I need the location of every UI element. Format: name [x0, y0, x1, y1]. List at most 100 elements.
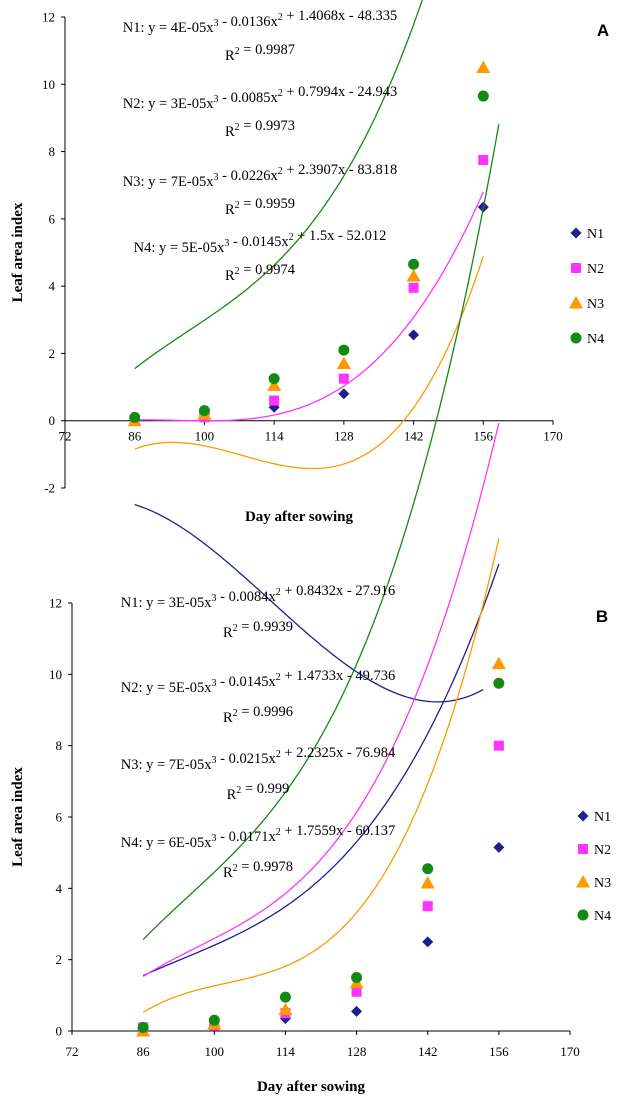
x-tick-label: 170 [543, 429, 563, 444]
data-point-n3 [278, 1002, 293, 1016]
x-tick-label: 114 [276, 1044, 296, 1059]
data-point-n3 [476, 60, 491, 73]
r-squared-n2: R2 = 0.9973 [225, 118, 295, 140]
x-tick-label: 100 [205, 1044, 225, 1059]
legend-marker-n1 [570, 227, 582, 239]
data-point-n2 [478, 154, 489, 165]
legend-marker-n1 [577, 810, 589, 822]
y-tick-label: 10 [49, 667, 62, 682]
data-point-n4 [351, 972, 363, 983]
legend-label-n2: N2 [587, 262, 604, 277]
data-point-n2 [493, 740, 504, 751]
y-tick-label: 2 [49, 346, 56, 361]
legend-label-n3: N3 [587, 297, 604, 312]
legend: N1 N2 N3 N4 [569, 227, 604, 347]
trendline-n4 [142, 124, 500, 941]
trendline-n1 [134, 503, 484, 703]
legend-marker-n3 [576, 875, 590, 888]
x-axis-title: Day after sowing [245, 509, 354, 525]
y-axis-title: Leaf area index [10, 767, 26, 867]
data-point-n1 [338, 388, 350, 400]
data-point-n2 [422, 901, 433, 912]
data-point-n4 [208, 1014, 220, 1026]
x-tick-label: 142 [404, 429, 424, 444]
y-tick-label: 8 [49, 144, 56, 159]
x-tick-label: 142 [418, 1044, 438, 1059]
legend-label-n1: N1 [587, 227, 604, 242]
y-tick-label: 6 [49, 211, 56, 226]
y-tick-label: 4 [56, 881, 63, 896]
legend: N1 N2 N3 N4 [576, 810, 611, 924]
legend-marker-n3 [569, 296, 583, 309]
y-tick-label: 0 [56, 1024, 63, 1039]
y-tick-label: 12 [49, 596, 62, 611]
data-point-n4 [279, 991, 291, 1003]
data-point-n4 [422, 863, 434, 875]
data-point-n4 [493, 677, 505, 689]
r-squared-n2: R2 = 0.9996 [223, 704, 293, 726]
chart-panel-a: -2 0 2 4 6 8 10 12 72 86 100 114 128 142 156 170 Day aft… [10, 0, 609, 703]
r-squared-n4: R2 = 0.9978 [223, 859, 293, 881]
x-tick-label: 100 [195, 429, 215, 444]
equation-n3: N3: y = 7E-05x3 - 0.0215x2 + 2.2325x - 7… [121, 745, 396, 773]
x-tick-label: 72 [59, 429, 72, 444]
data-point-n3 [406, 269, 421, 282]
r-squared-n3: R2 = 0.999 [227, 781, 290, 803]
trendline-n2 [142, 422, 500, 978]
y-tick-label: 4 [49, 279, 56, 294]
trendline-n4 [134, 0, 423, 370]
y-tick-label: 12 [42, 10, 55, 25]
data-point-n3 [491, 656, 506, 670]
trendline-n3 [134, 256, 484, 470]
y-tick-label: 0 [49, 413, 56, 428]
x-tick-label: 86 [137, 1044, 151, 1059]
data-point-n2 [338, 373, 349, 384]
y-tick-label: 8 [56, 738, 63, 753]
legend-marker-n4 [570, 332, 582, 344]
x-tick-label: 156 [489, 1044, 509, 1059]
legend-label-n3: N3 [594, 876, 611, 891]
y-tick-label: 2 [56, 952, 63, 967]
panel-label: B [596, 607, 608, 626]
data-point-n4 [477, 90, 489, 102]
data-point-n1 [351, 1005, 363, 1017]
legend-label-n4: N4 [587, 332, 604, 347]
data-point-n1 [408, 329, 420, 341]
x-tick-label: 114 [265, 429, 285, 444]
x-tick-label: 86 [128, 429, 142, 444]
y-tick-label: -2 [44, 481, 55, 496]
x-tick-label: 72 [66, 1044, 79, 1059]
r-squared-n1: R2 = 0.9987 [225, 42, 295, 64]
data-point-n1 [493, 841, 505, 853]
data-point-n4 [129, 411, 141, 423]
legend-label-n2: N2 [594, 843, 611, 858]
data-point-n3 [420, 875, 435, 889]
y-tick-label: 6 [56, 810, 63, 825]
y-axis-title: Leaf area index [10, 202, 26, 302]
legend-marker-n2 [578, 844, 588, 854]
panel-label: A [597, 21, 609, 40]
data-point-n3 [267, 378, 282, 391]
equation-n3: N3: y = 7E-05x3 - 0.0226x2 + 2.3907x - 8… [123, 162, 397, 190]
x-tick-label: 128 [334, 429, 354, 444]
legend-marker-n4 [577, 909, 589, 921]
legend-label-n4: N4 [594, 909, 611, 924]
trendline-n3 [142, 538, 500, 1013]
x-tick-label: 156 [474, 429, 494, 444]
trendline-n1 [142, 563, 500, 977]
trendline-n2 [134, 191, 484, 422]
data-point-n2 [269, 395, 280, 406]
equation-n1: N1: y = 3E-05x3 - 0.0084x2 + 0.8432x - 2… [121, 583, 395, 611]
equation-n4: N4: y = 5E-05x3 - 0.0145x2 + 1.5x - 52.0… [134, 228, 387, 256]
data-point-n1 [422, 936, 434, 948]
equation-n4: N4: y = 6E-05x3 - 0.0171x2 + 1.7559x - 6… [121, 823, 395, 851]
x-tick-label: 128 [347, 1044, 367, 1059]
r-squared-n4: R2 = 0.9974 [225, 262, 296, 284]
data-point-n2 [351, 986, 362, 997]
data-point-n4 [338, 344, 350, 356]
data-point-n4 [137, 1021, 149, 1033]
x-axis-title: Day after sowing [257, 1079, 366, 1095]
r-squared-n1: R2 = 0.9939 [223, 619, 293, 641]
